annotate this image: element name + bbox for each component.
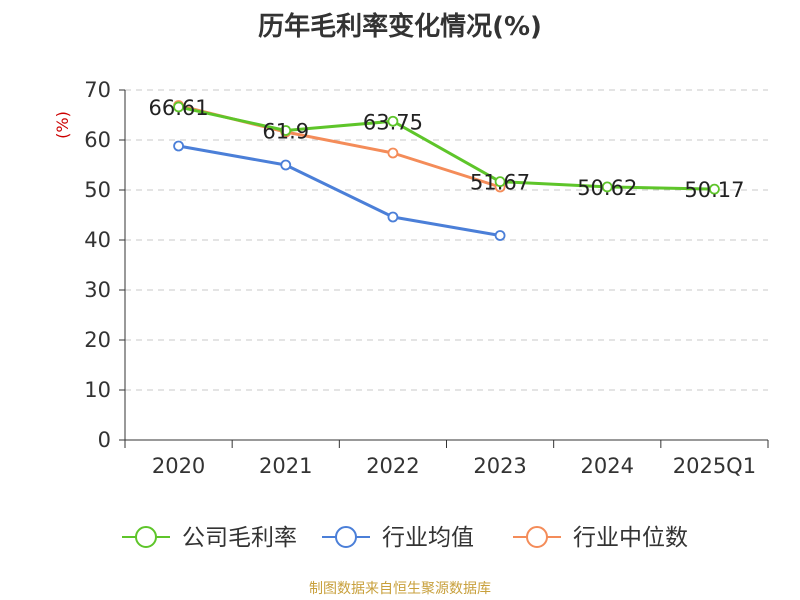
data-point: [173, 140, 184, 152]
y-tick-label: 0: [98, 428, 111, 452]
y-tick-label: 40: [84, 228, 111, 252]
data-label: 50.17: [684, 178, 744, 202]
data-label: 63.75: [363, 110, 423, 134]
y-tick-label: 20: [84, 328, 111, 352]
series-line: [178, 144, 501, 237]
y-tick-label: 10: [84, 378, 111, 402]
legend-label: 公司毛利率: [182, 525, 297, 551]
data-point: [494, 176, 506, 188]
x-tick-label: 2021: [259, 454, 312, 478]
y-tick-label: 50: [84, 178, 111, 202]
data-point: [173, 101, 184, 113]
data-point: [280, 159, 292, 171]
x-tick-label: 2020: [152, 454, 205, 478]
data-label: 51.67: [470, 171, 530, 195]
data-point: [387, 115, 399, 127]
data-point: [601, 181, 613, 193]
series-line: [178, 105, 715, 191]
data-point: [709, 183, 720, 195]
data-point: [494, 230, 506, 241]
legend-marker: [526, 526, 548, 548]
x-tick-label: 2023: [473, 454, 526, 478]
y-tick-label: 60: [84, 128, 111, 152]
x-tick-label: 2024: [581, 454, 634, 478]
legend-label: 行业中位数: [573, 525, 688, 551]
y-axis-label: (%): [53, 111, 72, 139]
x-tick-label: 2025Q1: [673, 454, 756, 478]
legend-marker: [335, 526, 357, 548]
data-label: 61.9: [262, 120, 309, 144]
data-label: 50.62: [577, 176, 637, 200]
legend-label: 行业均值: [382, 525, 474, 551]
data-label: 66.61: [149, 96, 209, 120]
y-tick-label: 30: [84, 278, 111, 302]
data-point: [387, 147, 399, 159]
legend-marker: [135, 526, 157, 548]
chart-title: 历年毛利率变化情况(%): [258, 12, 542, 42]
data-point: [280, 125, 292, 136]
source-note: 制图数据来自恒生聚源数据库: [309, 581, 491, 597]
y-tick-label: 70: [84, 78, 111, 102]
data-point: [387, 211, 399, 223]
x-tick-label: 2022: [366, 454, 419, 478]
